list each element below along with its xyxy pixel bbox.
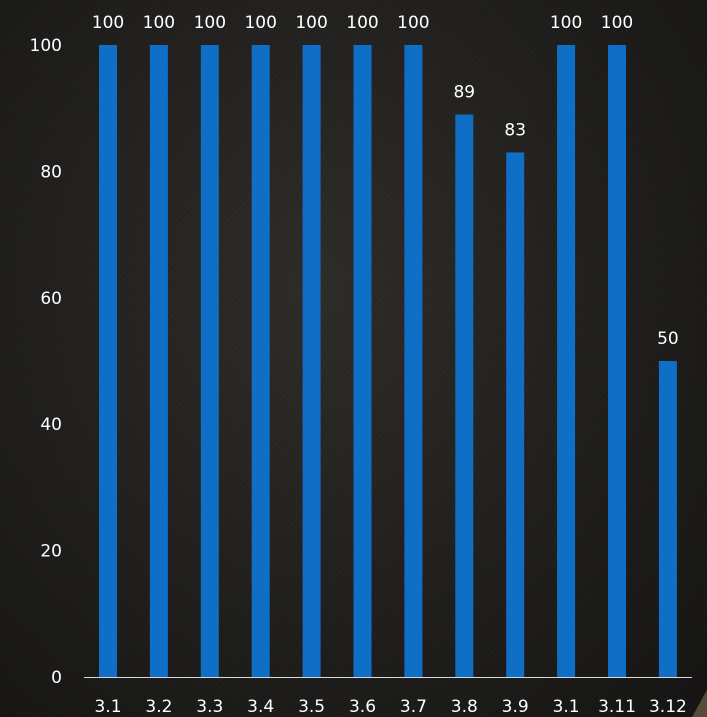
bar [99, 45, 117, 677]
x-tick-label: 3.1 [94, 697, 121, 717]
data-label: 100 [397, 13, 429, 33]
x-tick-label: 3.3 [196, 697, 223, 717]
y-tick-label: 60 [40, 289, 62, 309]
data-label: 89 [453, 83, 475, 103]
x-tick-label: 3.12 [649, 697, 687, 717]
data-label: 100 [143, 13, 175, 33]
bars-group [99, 45, 677, 677]
x-axis-ticks: 3.1 3.2 3.3 3.4 3.5 3.6 3.7 3.8 3.9 3.1 3.11 3.12 [94, 697, 686, 717]
x-tick-label: 3.9 [502, 697, 529, 717]
bar [149, 45, 168, 677]
y-tick-label: 40 [40, 415, 62, 435]
bar [200, 45, 219, 677]
y-tick-label: 80 [40, 162, 62, 182]
data-label: 100 [601, 13, 633, 33]
x-tick-label: 3.11 [598, 697, 636, 717]
data-label: 100 [295, 13, 327, 33]
data-label: 100 [244, 13, 276, 33]
data-label: 83 [504, 120, 526, 140]
bar [455, 114, 474, 677]
bar [557, 45, 576, 677]
y-tick-label: 100 [30, 36, 62, 56]
bar [404, 45, 423, 677]
bar [658, 361, 677, 677]
x-tick-label: 3.6 [349, 697, 376, 717]
x-tick-label: 3.4 [247, 697, 274, 717]
data-label: 100 [194, 13, 226, 33]
data-label: 100 [346, 13, 378, 33]
x-tick-label: 3.5 [298, 697, 325, 717]
y-axis-ticks: 0 20 40 60 80 100 [30, 36, 62, 688]
data-labels-group: 100 100 100 100 100 100 100 89 83 100 100 50 [92, 13, 679, 349]
bar [251, 45, 270, 677]
bar [506, 152, 525, 677]
bar [353, 45, 372, 677]
bar [302, 45, 321, 677]
data-label: 100 [92, 13, 124, 33]
bar [608, 45, 626, 677]
x-tick-label: 3.7 [400, 697, 427, 717]
x-tick-label: 3.1 [553, 697, 580, 717]
data-label: 50 [657, 329, 679, 349]
y-tick-label: 20 [40, 542, 62, 562]
page-curl-decoration [692, 690, 707, 717]
x-tick-label: 3.2 [145, 697, 172, 717]
data-label: 100 [550, 13, 582, 33]
x-tick-label: 3.8 [451, 697, 478, 717]
y-tick-label: 0 [51, 668, 62, 688]
